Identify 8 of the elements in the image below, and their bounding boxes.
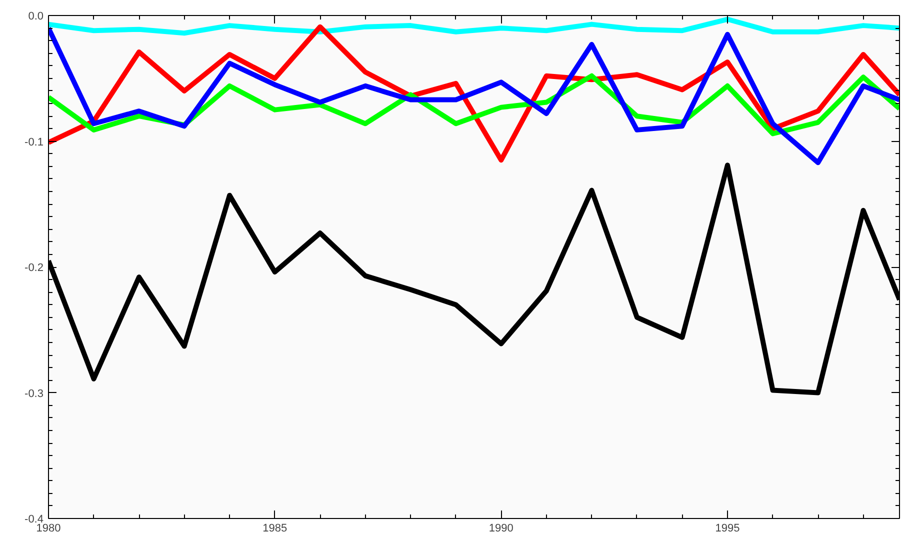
y-tick-label: -0.1 — [24, 136, 44, 148]
y-tick-label: -0.3 — [24, 388, 44, 400]
x-tick-label: 1985 — [262, 522, 288, 534]
y-tick-label: -0.2 — [24, 262, 44, 274]
x-tick-label: 1995 — [715, 522, 740, 534]
x-tick-label: 1990 — [488, 522, 514, 534]
x-tick-label: 1980 — [36, 522, 61, 534]
y-tick-label: 0.0 — [28, 10, 44, 22]
